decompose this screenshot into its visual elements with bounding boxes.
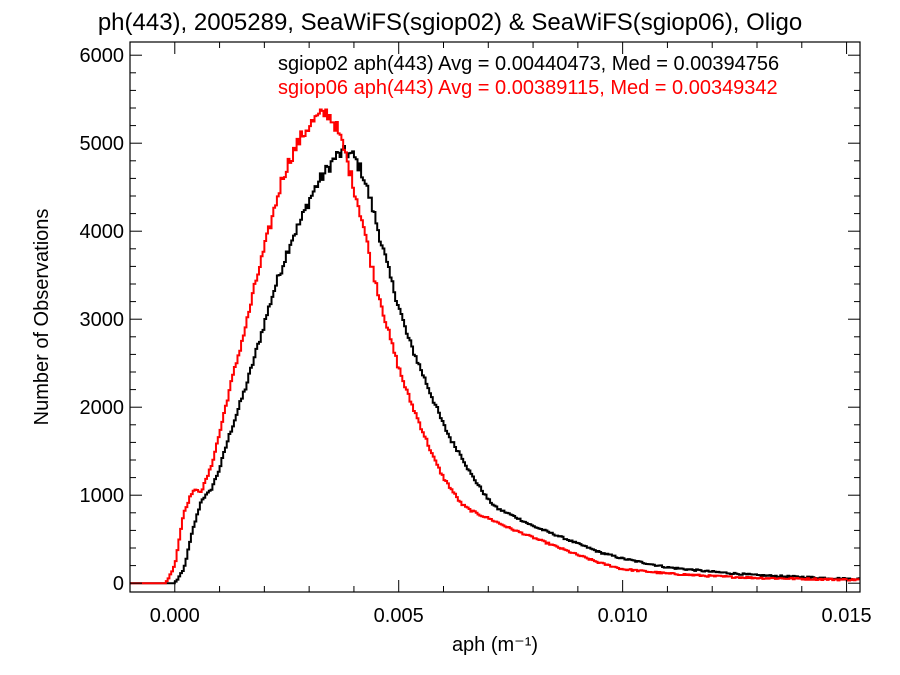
axis-layer: 0.000 0.005 0.010 0.015 0 1000 2000 3000 4000 500… — [80, 42, 872, 627]
series-layer — [130, 108, 860, 585]
plot-frame — [129, 41, 861, 593]
y-tick-label: 5000 — [80, 133, 125, 155]
y-tick-label: 2000 — [80, 397, 125, 419]
y-tick-label: 4000 — [80, 221, 125, 243]
series-line-1 — [130, 145, 860, 585]
y-tick-label: 6000 — [80, 45, 125, 67]
y-tick-label: 3000 — [80, 309, 125, 331]
legend-entry-1: sgiop02 aph(443) Avg = 0.00440473, Med =… — [278, 53, 779, 75]
x-tick-label: 0.015 — [822, 605, 872, 627]
series-line-2 — [130, 108, 860, 585]
legend-entry-2: sgiop06 aph(443) Avg = 0.00389115, Med =… — [278, 77, 778, 99]
x-tick-label: 0.010 — [598, 605, 648, 627]
legend: sgiop02 aph(443) Avg = 0.00440473, Med =… — [278, 53, 779, 99]
y-tick-label: 1000 — [80, 485, 125, 507]
y-tick-label: 0 — [113, 573, 124, 595]
chart-title: ph(443), 2005289, SeaWiFS(sgiop02) & Sea… — [98, 9, 802, 36]
y-axis-label: Number of Observations — [31, 209, 53, 426]
x-tick-label: 0.005 — [374, 605, 424, 627]
x-axis-label: aph (m⁻¹) — [452, 634, 538, 656]
x-tick-label: 0.000 — [150, 605, 200, 627]
